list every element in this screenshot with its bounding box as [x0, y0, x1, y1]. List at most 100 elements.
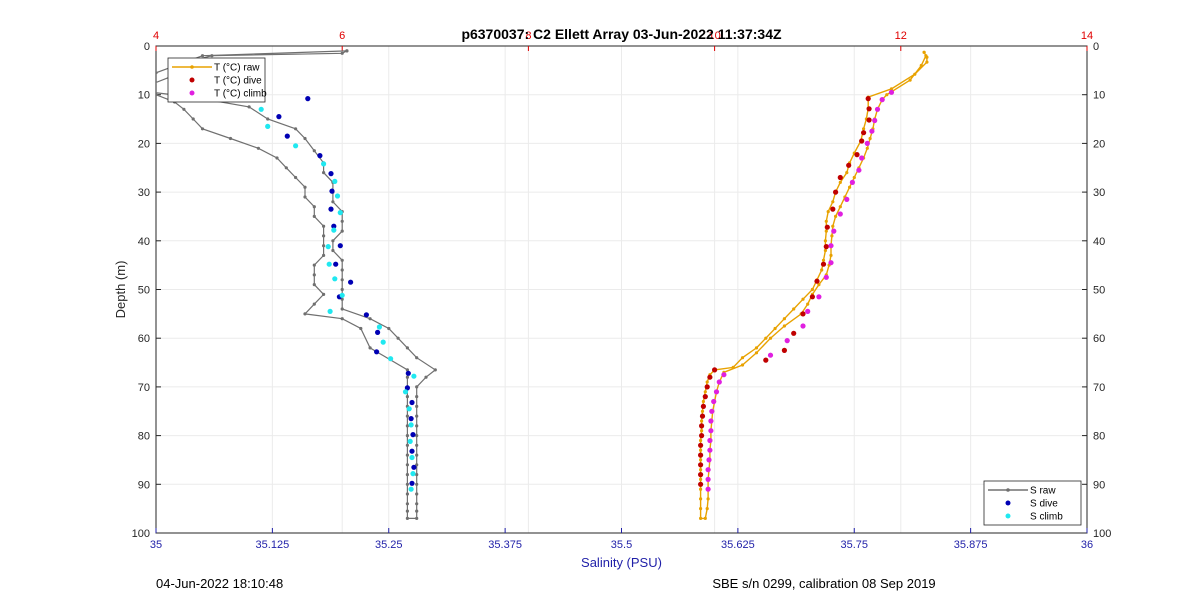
series-point: [405, 370, 411, 376]
series-point: [415, 492, 419, 496]
series-point: [182, 107, 186, 111]
series-point: [925, 60, 929, 64]
series-point: [699, 477, 703, 481]
series-point: [322, 171, 326, 175]
series-point: [415, 509, 419, 513]
x-top-tick-label: 12: [895, 30, 907, 42]
series-point: [829, 253, 833, 257]
series-point: [376, 324, 382, 330]
series-point: [845, 171, 849, 175]
series-point: [284, 133, 290, 139]
series-point: [782, 317, 787, 321]
y-tick-label-right: 40: [1093, 236, 1105, 248]
series-point: [703, 516, 707, 521]
series-point: [375, 329, 381, 335]
y-tick-label-left: 0: [144, 41, 150, 53]
series-point: [919, 63, 923, 68]
series-point: [844, 196, 850, 202]
series-point: [345, 49, 349, 53]
series-point: [924, 54, 928, 58]
legend-s-climb-marker: [1005, 513, 1011, 519]
y-tick-label-left: 50: [138, 285, 150, 297]
y-tick-label-left: 80: [138, 431, 150, 443]
series-point: [312, 263, 316, 267]
series-point: [831, 228, 837, 234]
series-point: [699, 423, 705, 429]
series-point: [408, 416, 414, 422]
series-point: [740, 363, 745, 367]
series-point: [708, 418, 714, 424]
series-point: [191, 117, 195, 121]
series-point: [817, 283, 821, 287]
series-point: [784, 338, 790, 344]
series-point: [312, 214, 316, 218]
series-point: [312, 283, 316, 287]
series-point: [764, 336, 768, 340]
series-point: [322, 292, 326, 296]
series-point: [405, 424, 409, 428]
series-point: [837, 211, 843, 217]
legend-s-dive-marker: [1005, 500, 1011, 506]
y-tick-label-right: 30: [1093, 187, 1105, 199]
series-point: [405, 473, 409, 477]
series-point: [866, 117, 872, 123]
series-point: [763, 357, 769, 363]
series-point: [312, 149, 316, 153]
series-point: [705, 380, 709, 384]
series-point: [228, 136, 233, 141]
series-point: [327, 308, 333, 314]
series-point: [312, 302, 316, 306]
series-point: [699, 468, 703, 472]
series-point: [322, 253, 326, 257]
series-point: [329, 188, 335, 194]
series-point: [415, 404, 419, 408]
footer-timestamp: 04-Jun-2022 18:10:48: [156, 576, 283, 591]
series-point: [792, 307, 796, 311]
series-point: [700, 419, 704, 423]
series-point: [348, 279, 354, 285]
series-point: [409, 454, 415, 461]
series-point: [322, 234, 326, 238]
series-point: [872, 117, 878, 124]
series-point: [854, 152, 860, 158]
series-point: [705, 507, 709, 511]
series-point: [791, 330, 797, 336]
x-top-tick-label: 4: [153, 30, 159, 42]
series-point: [706, 497, 710, 501]
series-point: [700, 403, 707, 409]
series-point: [359, 326, 363, 331]
series-point: [712, 367, 718, 373]
series-point: [200, 127, 205, 131]
series-point: [409, 480, 415, 486]
y-tick-label-right: 80: [1093, 431, 1105, 443]
series-point: [824, 229, 828, 233]
legend-s-dive-label: S dive: [1030, 499, 1058, 510]
series-point: [703, 390, 707, 394]
series-point: [265, 123, 271, 129]
series-point: [396, 336, 400, 340]
series-point: [861, 130, 867, 136]
legend-s-climb-label: S climb: [1030, 512, 1063, 523]
series-point: [410, 471, 416, 477]
series-point: [711, 398, 717, 405]
series-point: [699, 497, 703, 501]
series-point: [409, 399, 415, 406]
series-point: [294, 175, 298, 180]
series-point: [303, 136, 307, 141]
series-point: [801, 297, 805, 301]
series-point: [833, 189, 839, 195]
series-point: [698, 462, 704, 468]
series-point: [312, 273, 316, 277]
x-bottom-tick-label: 35.875: [954, 539, 988, 551]
series-point: [705, 476, 711, 482]
series-point: [405, 346, 409, 350]
series-point: [705, 467, 711, 473]
series-point: [258, 106, 264, 112]
series-point: [247, 105, 251, 109]
series-point: [767, 352, 774, 358]
series-point: [698, 442, 704, 448]
series-point: [415, 482, 419, 486]
y-tick-label-left: 30: [138, 187, 150, 199]
series-point: [415, 516, 419, 521]
series-point: [415, 463, 419, 467]
